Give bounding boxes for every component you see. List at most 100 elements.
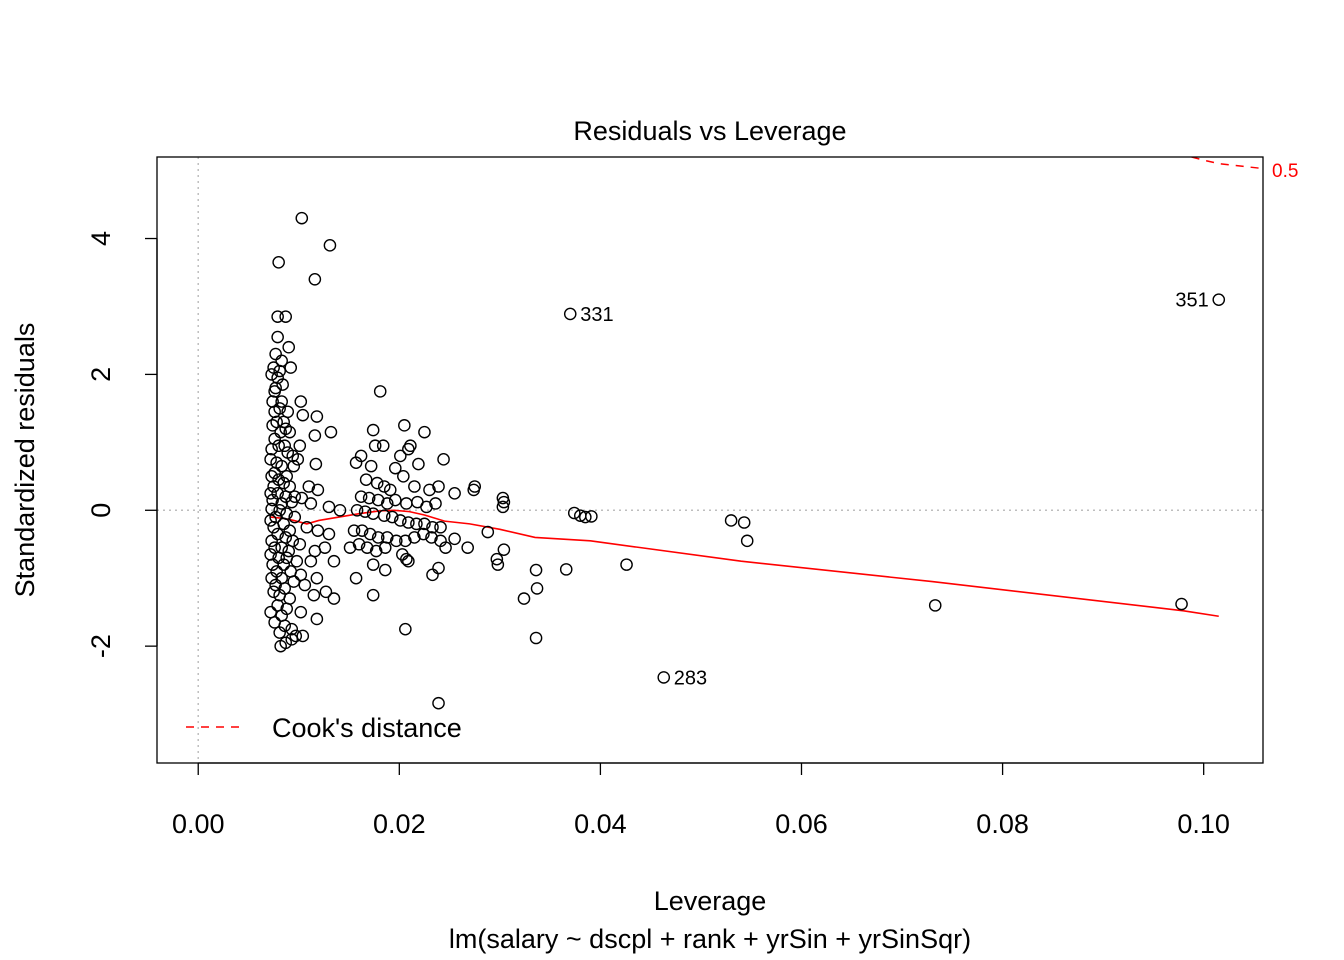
data-point (275, 459, 288, 473)
data-point (311, 483, 325, 497)
data-point (288, 510, 302, 524)
data-point (517, 592, 531, 605)
data-point (273, 503, 286, 517)
data-point (264, 486, 277, 500)
data-point (420, 500, 433, 514)
data-point (377, 480, 391, 493)
reference-lines (157, 157, 1263, 763)
data-point (265, 442, 278, 456)
data-point (300, 520, 314, 534)
data-point (265, 571, 278, 585)
data-point (425, 531, 438, 544)
data-point (376, 439, 390, 453)
data-point (360, 541, 374, 554)
data-point (529, 563, 543, 577)
data-point (388, 461, 402, 475)
data-point (359, 473, 373, 487)
legend: Cook's distance (186, 713, 462, 743)
data-point (296, 629, 310, 643)
data-point (399, 622, 412, 636)
data-point (563, 307, 577, 321)
data-point (398, 419, 411, 432)
data-point (349, 571, 363, 585)
data-point (585, 510, 598, 523)
data-point (378, 541, 392, 554)
data-point (285, 495, 299, 509)
data-point (291, 453, 305, 466)
data-point (307, 588, 321, 602)
data-point (426, 568, 439, 582)
data-point (394, 514, 407, 527)
points-layer (264, 211, 1226, 710)
data-point (319, 585, 333, 599)
data-point (327, 554, 341, 568)
data-point (358, 505, 372, 518)
data-point (285, 633, 299, 646)
data-point (294, 605, 308, 619)
data-point (279, 422, 292, 436)
x-tick-label: 0.00 (172, 809, 225, 839)
data-point (264, 453, 277, 466)
y-tick-label: 4 (86, 231, 116, 246)
data-point (310, 612, 324, 626)
data-point (404, 439, 417, 453)
data-point (579, 510, 592, 524)
data-point (388, 493, 402, 507)
data-point (408, 480, 421, 493)
data-point (265, 368, 278, 381)
data-point (311, 524, 325, 537)
data-point (308, 429, 322, 442)
data-point (272, 256, 285, 269)
data-point (1212, 293, 1226, 306)
data-point (429, 497, 442, 510)
data-point (366, 558, 380, 571)
data-point (1175, 597, 1188, 611)
data-point (377, 509, 391, 523)
data-point (274, 639, 287, 653)
cooks-contour-label: 0.5 (1272, 161, 1298, 182)
x-axis: 0.00 0.02 0.04 0.06 0.08 0.10 (172, 762, 1230, 839)
data-point (275, 497, 288, 510)
data-point (364, 459, 378, 473)
data-point (412, 457, 425, 471)
data-point (448, 486, 461, 500)
data-point (264, 514, 277, 527)
data-point (309, 457, 323, 471)
data-point (267, 480, 280, 493)
data-point (369, 544, 383, 558)
data-point (324, 425, 338, 439)
data-point (268, 466, 281, 480)
data-point (567, 506, 581, 520)
data-point (327, 592, 341, 605)
y-tick-label: 0 (86, 503, 116, 518)
data-point (371, 531, 385, 544)
point-label-283: 283 (674, 667, 707, 689)
x-tick-label: 0.08 (976, 809, 1029, 839)
data-point (294, 395, 308, 408)
data-point (370, 476, 384, 490)
data-point (273, 626, 286, 639)
data-point (310, 571, 324, 585)
data-point (368, 439, 382, 453)
chart-subtitle: lm(salary ~ dscpl + rank + yrSin + yrSin… (449, 924, 971, 954)
data-point (740, 534, 754, 548)
data-point (737, 516, 751, 529)
data-point (408, 531, 421, 544)
data-point (410, 517, 423, 531)
data-point (265, 534, 278, 548)
chart-title: Residuals vs Leverage (573, 116, 846, 146)
data-point (272, 439, 285, 453)
data-point (273, 364, 286, 378)
data-point (448, 532, 461, 546)
data-point (277, 558, 290, 571)
data-point (349, 456, 363, 470)
x-tick-label: 0.04 (574, 809, 627, 839)
data-point (620, 558, 633, 571)
x-axis-title: Leverage (654, 886, 767, 916)
data-point (293, 439, 307, 453)
data-point (302, 480, 316, 493)
data-point (657, 671, 671, 684)
data-point (343, 541, 357, 554)
